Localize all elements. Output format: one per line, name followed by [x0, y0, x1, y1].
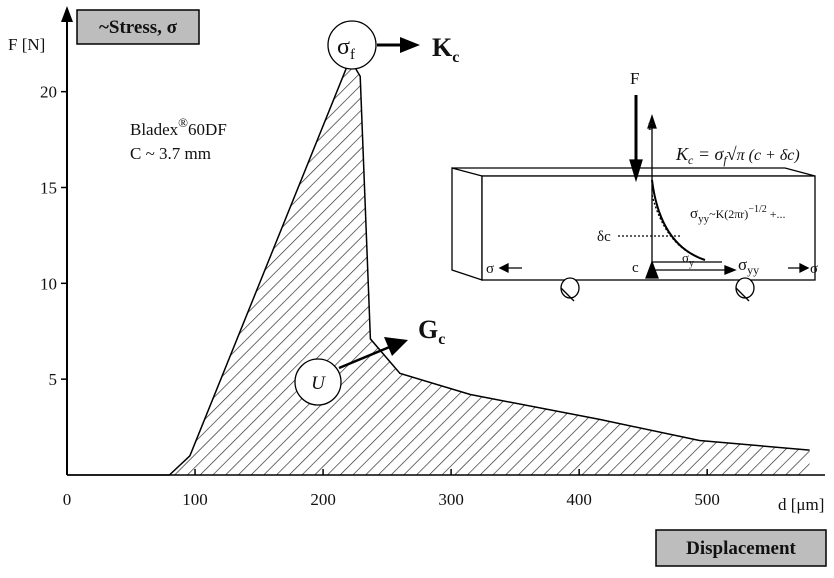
peak-label: Kc — [432, 33, 459, 66]
support-left — [560, 277, 580, 299]
x-tick-label: 200 — [310, 490, 336, 509]
material-mark: ® — [178, 115, 188, 130]
x-tick-label: 400 — [566, 490, 592, 509]
force-arrowhead — [629, 159, 643, 183]
peak-marker-base: σ — [337, 34, 350, 60]
inset — [451, 95, 816, 302]
x-label-box-text: Displacement — [686, 538, 796, 559]
stress-field-sub: yy — [698, 213, 710, 225]
r-arrowhead — [647, 113, 657, 129]
inset-sigma-y: σy — [682, 250, 694, 269]
y-tick-label: 10 — [40, 274, 57, 293]
inset-sigma-left: σ — [486, 261, 494, 277]
energy-arrowhead — [384, 337, 408, 356]
inset-force: F — [630, 69, 639, 88]
inset-delta-c: δc — [597, 229, 611, 245]
x-tick-label: 0 — [63, 490, 72, 509]
beam-front — [481, 175, 816, 281]
y-tick-label: 20 — [40, 83, 57, 102]
stress-field-base: σ — [690, 206, 698, 222]
sigma-yy-base: σ — [738, 255, 747, 274]
material-crack: C ~ 3.7 mm — [130, 144, 211, 163]
y-tick-label: 5 — [49, 370, 58, 389]
y-label-box-text: ~Stress, σ — [99, 17, 178, 38]
y-label-box — [76, 9, 200, 45]
peak-marker: σf — [337, 34, 355, 63]
area-outline — [67, 57, 810, 476]
stress-field-exp: −1/2 — [748, 204, 766, 215]
sigma-yy-sub: yy — [747, 263, 759, 277]
energy-label-sub: c — [438, 331, 445, 348]
sigma-y-sub: y — [689, 258, 694, 269]
x-tick-label: 100 — [182, 490, 208, 509]
material-name: Bladex®60DF — [130, 115, 227, 139]
y-arrow — [61, 6, 73, 22]
peak-arrowhead — [400, 37, 420, 53]
peak-circle — [327, 20, 377, 70]
area — [67, 59, 810, 475]
inset-sigma-yy: σyy — [738, 255, 759, 277]
formula-eq-sub: f — [723, 153, 728, 167]
peak-label-base: K — [432, 33, 453, 62]
inset-radial: r — [648, 118, 653, 134]
material-grade: 60DF — [188, 120, 227, 139]
formula-lhs: K — [675, 144, 689, 164]
plot — [67, 57, 810, 476]
inset-sigma-right: σ — [810, 261, 818, 277]
y-label: F [N] — [8, 35, 45, 54]
beam-end — [451, 167, 483, 281]
stress-curve — [651, 179, 706, 261]
energy-label-base: G — [418, 315, 438, 344]
material-name-text: Bladex — [130, 120, 179, 139]
formula-rhs: π (c + δc) — [737, 147, 800, 164]
support-right-roll — [735, 287, 750, 302]
x-label: d [μm] — [778, 495, 824, 514]
sigma-left-arrowhead — [498, 262, 509, 274]
formula-lhs-sub: c — [688, 153, 694, 167]
x-tick-label: 300 — [438, 490, 464, 509]
stress-field-rest: ~K(2πr) — [709, 207, 748, 221]
inset-stress-field: σyy~K(2πr)−1/2 +... — [690, 204, 786, 225]
sigma-yy-arrowhead — [724, 265, 737, 275]
peak-marker-sub: f — [350, 47, 355, 63]
inset-c: c — [632, 260, 639, 276]
x-label-box — [655, 529, 827, 567]
y-tick-label: 15 — [40, 179, 57, 198]
x-tick-label: 500 — [694, 490, 720, 509]
formula-root: √ — [727, 144, 737, 164]
energy-label: Gc — [418, 315, 445, 348]
crack — [645, 260, 659, 279]
sigma-y-base: σ — [682, 250, 689, 265]
sigma-right-arrowhead — [799, 262, 810, 274]
stress-field-tail: +... — [767, 207, 786, 221]
inset-formula: Kc = σf√π (c + δc) — [675, 144, 800, 167]
energy-marker: U — [311, 373, 326, 394]
energy-circle — [294, 358, 342, 406]
support-right — [735, 277, 755, 299]
formula-eq: = σ — [693, 144, 724, 164]
support-left-roll — [560, 287, 575, 302]
energy-arrow — [338, 344, 393, 370]
peak-label-sub: c — [452, 49, 459, 66]
